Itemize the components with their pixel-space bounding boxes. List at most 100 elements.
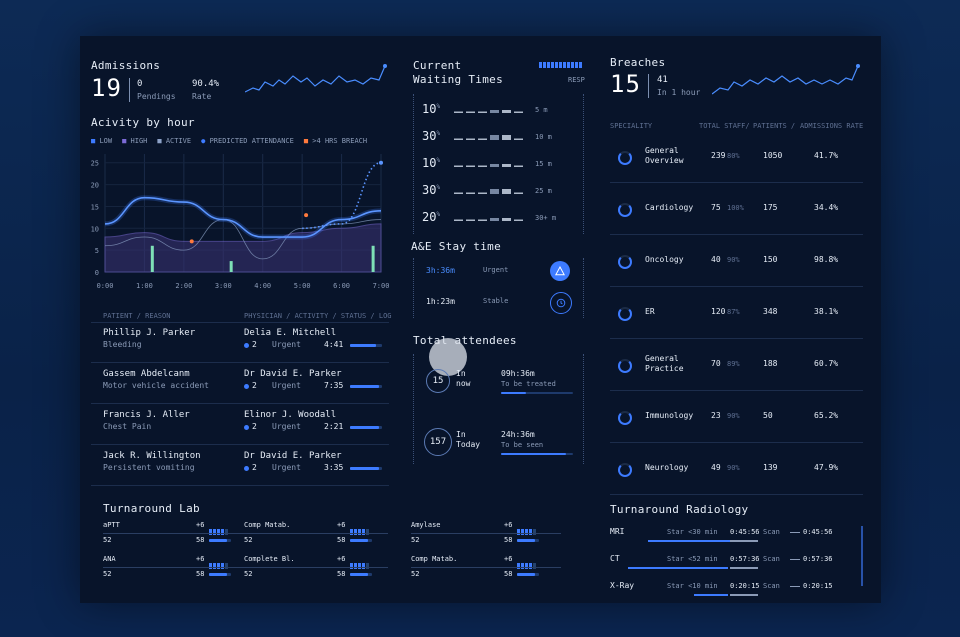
legend-high: ■ HIGH	[122, 137, 148, 145]
breaches-sub-label: In 1 hour	[657, 88, 701, 97]
breaches-divider	[648, 74, 649, 98]
attendees-right-dots	[583, 354, 586, 464]
staff-percent: 90%	[727, 464, 740, 472]
patients-count: 1050	[763, 151, 783, 160]
attendees-today-label-2: Today	[456, 440, 481, 449]
lab-test-name[interactable]: aPTT	[103, 521, 120, 529]
stay-stable-label: Stable	[483, 297, 509, 305]
attendees-today-label-1: In	[456, 430, 466, 439]
lab-test-name[interactable]: Amylase	[411, 521, 441, 529]
radiology-modality[interactable]: X-Ray	[610, 581, 635, 590]
waiting-dash-bars	[454, 110, 523, 113]
speciality-name[interactable]: Cardiology	[645, 203, 694, 212]
admissions-rate: 41.7%	[814, 151, 839, 160]
lab-delta: +6	[337, 555, 346, 563]
breach-point	[189, 239, 194, 244]
patients-count: 175	[763, 203, 778, 212]
admissions-pending-label: Pendings	[137, 92, 176, 101]
radiology-scrollbar[interactable]	[861, 526, 863, 586]
patients-count: 139	[763, 463, 778, 472]
y-tick-label: 10	[91, 225, 99, 233]
stay-right-dots	[583, 258, 586, 318]
speciality-name[interactable]: General	[645, 146, 679, 155]
staff-percent: 89%	[727, 360, 740, 368]
attendees-now-progress	[501, 392, 573, 394]
patients-count: 50	[763, 411, 773, 420]
breach-row-divider	[610, 442, 863, 443]
staff-count: 23	[711, 411, 721, 420]
staff-count: 49	[711, 463, 721, 472]
patient-row-divider	[91, 485, 389, 486]
warning-icon[interactable]	[550, 261, 570, 281]
patient-name[interactable]: Francis J. Aller	[103, 410, 190, 420]
speciality-name[interactable]: Neurology	[645, 463, 689, 472]
activity-dot	[244, 425, 249, 430]
lab-progress	[517, 539, 539, 542]
patients-header-line	[91, 322, 389, 323]
lab-test-name[interactable]: Comp Matab.	[244, 521, 291, 529]
radiology-title: Turnaround Radiology	[610, 503, 749, 516]
stay-urgent-time: 3h:36m	[426, 266, 455, 275]
lab-test-name[interactable]: Complete Bl.	[244, 555, 295, 563]
radiology-scan-progress	[730, 594, 758, 596]
waiting-dash-bars	[454, 189, 523, 194]
attendees-today-progress	[501, 453, 573, 455]
radiology-dash	[790, 559, 800, 560]
lab-progress	[209, 573, 231, 576]
breach-row-divider	[610, 286, 863, 287]
patients-count: 150	[763, 255, 778, 264]
patient-name[interactable]: Gassem Abdelcanm	[103, 369, 190, 379]
speciality-name[interactable]: Immunology	[645, 411, 694, 420]
speciality-ring-icon	[618, 151, 632, 165]
physician-name[interactable]: Dr David E. Parker	[244, 451, 342, 461]
lab-value-b: 58	[196, 570, 205, 578]
speciality-ring-icon	[618, 255, 632, 269]
physician-name[interactable]: Dr David E. Parker	[244, 369, 342, 379]
lab-test-name[interactable]: ANA	[103, 555, 116, 563]
radiology-progress	[648, 540, 740, 542]
physician-name[interactable]: Elinor J. Woodall	[244, 410, 337, 420]
radiology-modality[interactable]: CT	[610, 554, 620, 563]
staff-count: 40	[711, 255, 721, 264]
lab-value-b: 58	[337, 536, 346, 544]
waiting-percent: 30%	[422, 183, 441, 197]
patient-name[interactable]: Phillip J. Parker	[103, 328, 196, 338]
waiting-dash-bars	[454, 218, 523, 221]
radiology-scan-label: Scan	[763, 582, 780, 590]
physician-name[interactable]: Delia E. Mitchell	[244, 328, 337, 338]
activity-count: 2	[252, 381, 257, 390]
radiology-time-2: 0:45:56	[803, 528, 833, 536]
lab-value-a: 52	[244, 536, 253, 544]
speciality-name[interactable]: Oncology	[645, 255, 684, 264]
breach-row-divider	[610, 182, 863, 183]
lab-value-b: 58	[504, 536, 513, 544]
lab-value-a: 52	[244, 570, 253, 578]
predicted-end-point	[379, 160, 383, 165]
speciality-name-2: Overview	[645, 156, 684, 165]
radiology-star: Star <10 min	[667, 582, 718, 590]
lab-test-name[interactable]: Comp Matab.	[411, 555, 458, 563]
speciality-name[interactable]: General	[645, 354, 679, 363]
attendees-now-label-2: now	[456, 379, 471, 388]
breaches-title: Breaches	[610, 56, 666, 69]
admissions-rate: 38.1%	[814, 307, 839, 316]
patients-count: 348	[763, 307, 778, 316]
radiology-progress	[628, 567, 728, 569]
radiology-modality[interactable]: MRI	[610, 527, 625, 536]
speciality-name[interactable]: ER	[645, 307, 655, 316]
waiting-left-dots	[413, 94, 416, 234]
lab-delta: +6	[337, 521, 346, 529]
log-progress	[350, 385, 382, 388]
clock-icon[interactable]	[550, 292, 572, 314]
admissions-rate: 47.9%	[814, 463, 839, 472]
attendees-today-count: 157	[424, 428, 452, 456]
x-tick-label: 7:00	[373, 282, 390, 290]
x-tick-label: 6:00	[333, 282, 350, 290]
x-tick-label: 0:00	[97, 282, 114, 290]
stay-urgent-label: Urgent	[483, 266, 509, 274]
admissions-rate: 98.8%	[814, 255, 839, 264]
radiology-time-1: 0:57:36	[730, 555, 760, 563]
admissions-pending-count: 0	[137, 79, 143, 89]
staff-percent: 90%	[727, 412, 740, 420]
patient-name[interactable]: Jack R. Willington	[103, 451, 201, 461]
